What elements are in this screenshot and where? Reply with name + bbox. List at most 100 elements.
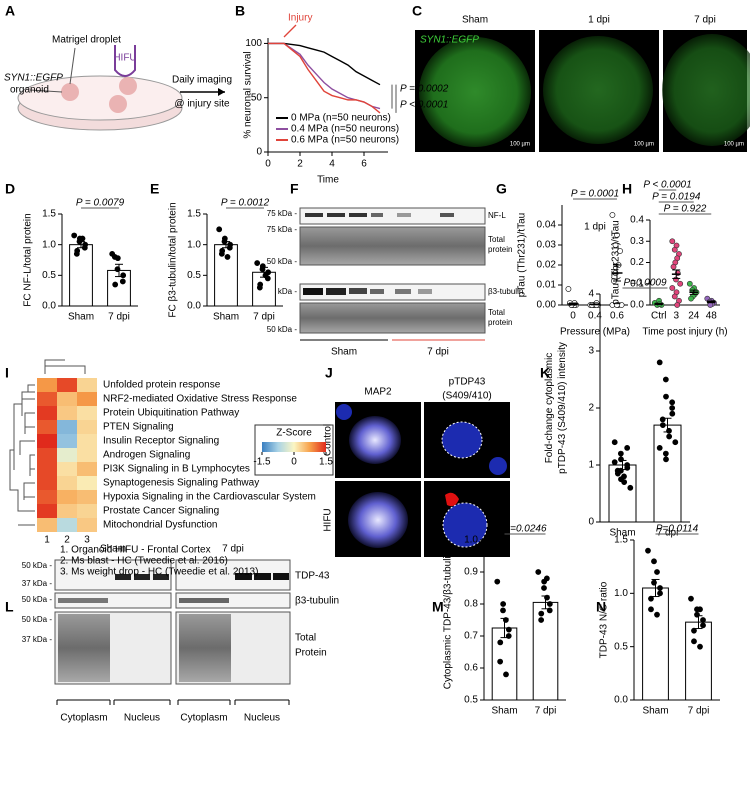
data-point bbox=[666, 433, 673, 440]
image-title: 7 dpi bbox=[694, 15, 716, 26]
heatmap-cell bbox=[77, 420, 97, 434]
panel-letter: N bbox=[596, 599, 606, 615]
band bbox=[418, 289, 432, 294]
band bbox=[349, 288, 367, 294]
y-tick-label: 100 bbox=[245, 38, 262, 49]
blot-strip bbox=[175, 592, 291, 609]
panel-letter: L bbox=[5, 599, 14, 615]
data-point bbox=[697, 606, 703, 613]
label: Daily imaging bbox=[172, 75, 232, 86]
row-label: Synaptogenesis Signaling Pathway bbox=[103, 478, 259, 489]
colorbar-tick-label: 1.5 bbox=[319, 457, 333, 468]
data-point bbox=[663, 393, 669, 400]
panel-letters: A B C D E F G H I J K L M N bbox=[5, 3, 632, 615]
band bbox=[153, 574, 169, 580]
panel-c-images: Sham 1 dpi 7 dpi SYN1::EGFP 100 µm 100 µ… bbox=[415, 15, 750, 152]
panel-letter: I bbox=[5, 365, 9, 381]
panel-l-blot: Sham 7 dpi 50 kDa - 37 kDa - 50 kDa - 50… bbox=[22, 544, 339, 724]
panel-letter: H bbox=[622, 181, 632, 197]
y-axis-label: TDP-43 N/C ratio bbox=[599, 581, 610, 658]
blot-strip bbox=[299, 283, 486, 301]
y-tick-label: 1 bbox=[588, 460, 594, 471]
heatmap-cell bbox=[57, 476, 77, 490]
bar bbox=[608, 464, 637, 523]
band bbox=[179, 598, 229, 603]
data-point bbox=[700, 617, 706, 623]
bar bbox=[685, 621, 712, 701]
data-point bbox=[609, 212, 616, 218]
panel-letter: M bbox=[432, 599, 444, 615]
row-label: PTEN Signaling bbox=[103, 422, 174, 433]
band bbox=[305, 213, 323, 217]
p-value: P=0.0114 bbox=[656, 524, 699, 535]
cell bbox=[349, 416, 401, 464]
error-bar bbox=[663, 417, 672, 433]
data-point bbox=[691, 638, 697, 645]
y-tick-label: 0.5 bbox=[614, 641, 628, 652]
heatmap-cell bbox=[57, 434, 77, 448]
y-tick-label: 50 bbox=[251, 92, 263, 103]
bar bbox=[491, 627, 518, 701]
data-point bbox=[656, 444, 663, 451]
heatmap-cell bbox=[37, 462, 57, 476]
data-point bbox=[648, 595, 654, 602]
data-point bbox=[216, 226, 223, 233]
error-bar bbox=[618, 459, 627, 471]
channel-label: SYN1::EGFP bbox=[420, 35, 479, 46]
x-tick-label: 0 bbox=[265, 159, 271, 170]
data-point bbox=[697, 643, 703, 650]
data-point bbox=[686, 280, 693, 287]
data-point bbox=[535, 569, 542, 575]
fraction-label: Cytoplasm bbox=[60, 713, 107, 724]
column-label: (S409/410) bbox=[442, 391, 491, 402]
data-point bbox=[543, 575, 550, 582]
bar bbox=[642, 587, 669, 701]
x-tick-label: 2 bbox=[297, 159, 303, 170]
data-point bbox=[500, 607, 506, 614]
error-bar bbox=[707, 300, 716, 304]
heatmap-cell bbox=[37, 406, 57, 420]
data-point bbox=[112, 281, 119, 288]
panel-letter: J bbox=[325, 365, 333, 381]
data-point bbox=[688, 595, 694, 602]
p-value: P=0.0246 bbox=[503, 524, 547, 535]
blot-strip bbox=[54, 592, 172, 609]
data-point bbox=[611, 439, 618, 446]
data-point bbox=[669, 405, 676, 411]
heatmap-cell bbox=[37, 420, 57, 434]
heatmap-cell bbox=[37, 476, 57, 490]
data-point bbox=[71, 232, 78, 239]
data-point bbox=[614, 232, 620, 238]
column-label: 3 bbox=[84, 535, 90, 546]
data-point bbox=[674, 302, 681, 308]
marker-label: 75 kDa - bbox=[267, 209, 298, 218]
data-point bbox=[565, 286, 572, 292]
bar bbox=[69, 244, 93, 307]
data-point bbox=[654, 611, 660, 618]
error-bar bbox=[77, 241, 85, 249]
panel-letter: C bbox=[412, 3, 422, 19]
nucleus bbox=[489, 457, 507, 475]
y-tick-label: 0.0 bbox=[187, 301, 201, 312]
row-label: Unfolded protein response bbox=[103, 380, 221, 391]
droplet bbox=[61, 83, 79, 101]
data-point bbox=[611, 459, 618, 466]
y-tick-label: 0.5 bbox=[42, 270, 56, 281]
data-point bbox=[503, 671, 509, 678]
cell bbox=[348, 492, 408, 548]
row-label: Androgen Signaling bbox=[103, 450, 190, 461]
heatmap-cell bbox=[77, 504, 97, 518]
data-point bbox=[657, 585, 663, 591]
aggregate bbox=[445, 492, 459, 507]
data-point bbox=[546, 601, 553, 607]
y-tick-label: 0.04 bbox=[537, 220, 557, 231]
band bbox=[440, 213, 454, 217]
heatmap-cell bbox=[37, 490, 57, 504]
survival-line bbox=[268, 42, 381, 114]
error-bar bbox=[651, 578, 660, 598]
band bbox=[235, 573, 252, 580]
blot-label: β3-tubulin bbox=[295, 596, 339, 607]
x-axis-label: Time bbox=[317, 175, 339, 186]
y-tick-label: 0.01 bbox=[537, 280, 557, 291]
y-tick-label: 4 bbox=[588, 289, 594, 300]
